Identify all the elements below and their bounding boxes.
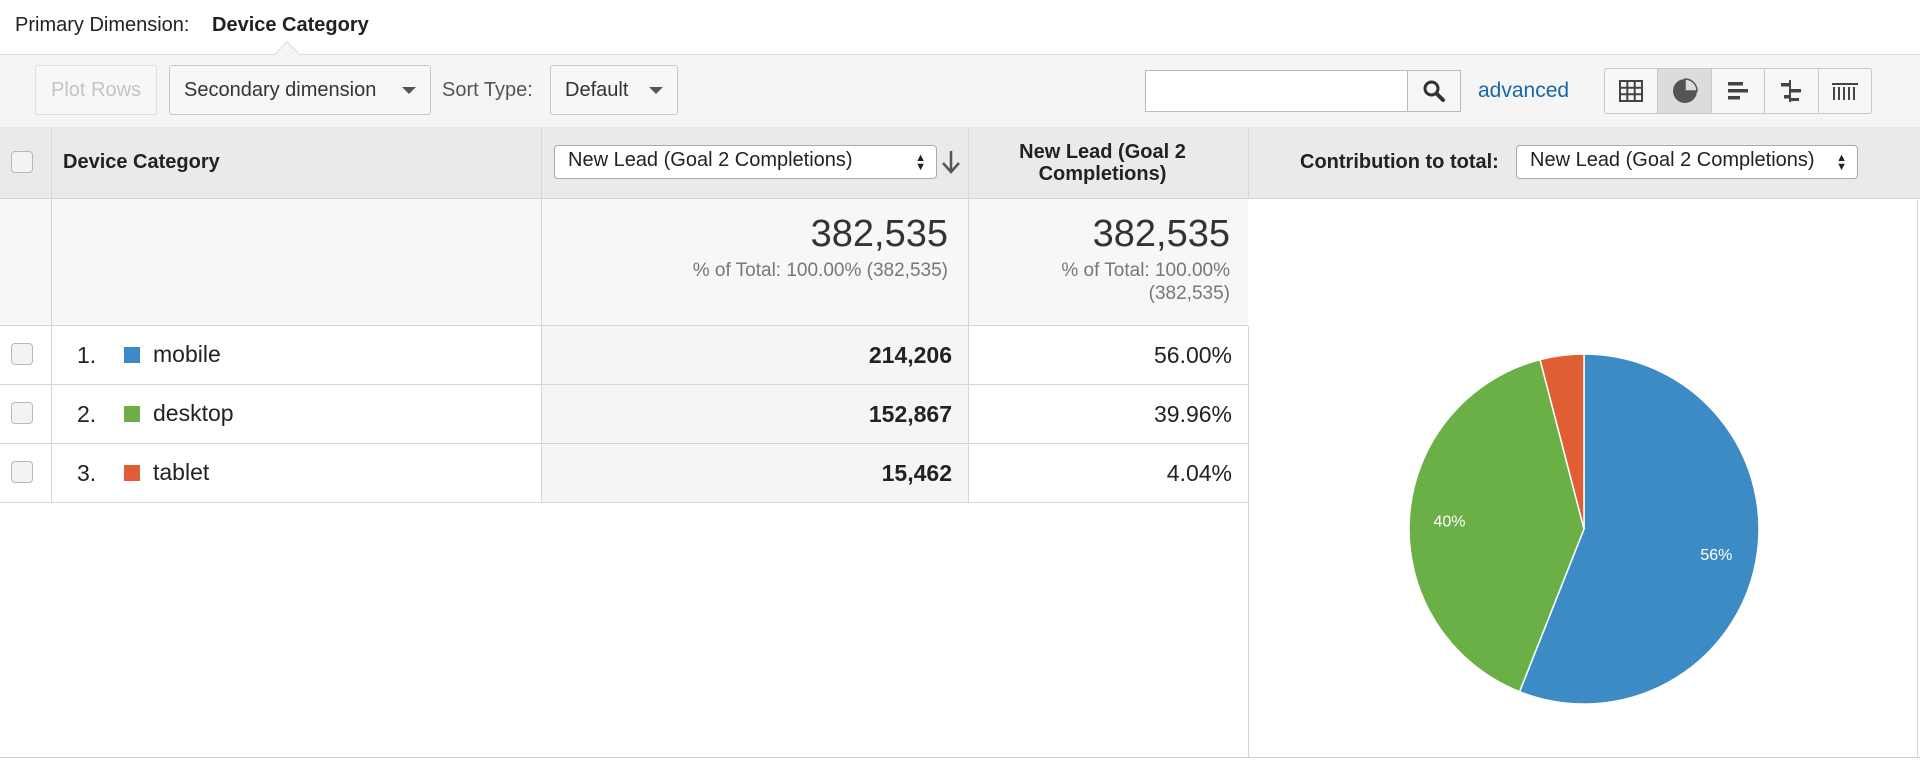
column-divider bbox=[51, 127, 52, 199]
pie-chart: 56% 40% bbox=[1408, 353, 1760, 705]
sort-type-label: Sort Type: bbox=[442, 79, 533, 101]
row-checkbox[interactable] bbox=[11, 343, 33, 365]
metric-cell bbox=[541, 326, 968, 384]
primary-dimension-label: Primary Dimension: bbox=[15, 14, 190, 36]
sort-descending-icon[interactable] bbox=[940, 149, 962, 175]
bar-view-button[interactable] bbox=[1712, 69, 1766, 113]
legend-swatch bbox=[124, 465, 140, 481]
column-divider bbox=[541, 127, 542, 199]
column-divider bbox=[51, 444, 52, 502]
row-percent: 56.00% bbox=[1153, 342, 1232, 368]
metric2-total-count: (382,535) bbox=[1148, 283, 1230, 304]
contribution-select[interactable]: New Lead (Goal 2 Completions) ▲ ▼ bbox=[1516, 145, 1858, 179]
metric-cell bbox=[541, 385, 968, 443]
search-icon bbox=[1423, 80, 1445, 102]
row-value: 152,867 bbox=[868, 401, 952, 427]
metric-select-value: New Lead (Goal 2 Completions) bbox=[568, 149, 853, 171]
primary-dimension-bar: Primary Dimension: Device Category bbox=[0, 0, 1920, 55]
chevron-down-icon bbox=[402, 87, 416, 94]
pivot-icon bbox=[1831, 83, 1858, 100]
advanced-link[interactable]: advanced bbox=[1478, 79, 1570, 102]
bar-chart-icon bbox=[1728, 82, 1749, 100]
updown-arrows-icon: ▲ ▼ bbox=[1836, 152, 1847, 173]
row-percent: 4.04% bbox=[1166, 460, 1232, 486]
comparison-icon bbox=[1781, 80, 1802, 102]
table-row[interactable]: 3. tablet 15,462 4.04% bbox=[0, 444, 1248, 503]
table-header: Device Category New Lead (Goal 2 Complet… bbox=[0, 127, 1920, 199]
column-divider bbox=[541, 385, 542, 443]
table-right-border bbox=[1917, 199, 1918, 757]
row-index: 3. bbox=[77, 460, 97, 486]
pie-label-desktop: 40% bbox=[1433, 514, 1465, 531]
device-category-header[interactable]: Device Category bbox=[63, 151, 220, 173]
metric2-header[interactable]: New Lead (Goal 2 Completions) bbox=[1019, 141, 1186, 185]
secondary-dimension-label: Secondary dimension bbox=[184, 78, 377, 101]
chart-area: 56% 40% bbox=[1248, 326, 1920, 758]
table-row[interactable]: 1. mobile 214,206 56.00% bbox=[0, 326, 1248, 385]
pie-slice-tablet[interactable] bbox=[1539, 353, 1585, 530]
metric2-total-value: 382,535 bbox=[1092, 213, 1230, 255]
column-divider bbox=[968, 385, 969, 443]
column-divider bbox=[541, 326, 542, 384]
column-divider bbox=[968, 199, 969, 326]
row-checkbox[interactable] bbox=[11, 461, 33, 483]
chevron-down-icon bbox=[649, 87, 663, 94]
column-divider bbox=[51, 385, 52, 443]
column-divider bbox=[1248, 127, 1249, 199]
pivot-view-button[interactable] bbox=[1819, 69, 1871, 113]
secondary-dimension-dropdown[interactable]: Secondary dimension bbox=[169, 65, 431, 115]
row-label[interactable]: tablet bbox=[153, 459, 210, 485]
search-input[interactable] bbox=[1145, 70, 1408, 112]
pie-slice-desktop[interactable] bbox=[1408, 358, 1585, 693]
sort-type-value: Default bbox=[565, 78, 629, 101]
row-index: 1. bbox=[77, 342, 97, 368]
row-percent: 39.96% bbox=[1153, 401, 1232, 427]
updown-arrows-icon: ▲ ▼ bbox=[915, 152, 926, 173]
column-divider bbox=[51, 199, 52, 326]
column-divider bbox=[968, 326, 969, 384]
table-toolbar: Plot Rows Secondary dimension Sort Type:… bbox=[0, 55, 1920, 127]
metric-total-percent: % of Total: 100.00% (382,535) bbox=[692, 260, 948, 281]
table-icon bbox=[1619, 80, 1644, 102]
row-label[interactable]: desktop bbox=[153, 400, 234, 426]
contribution-label: Contribution to total: bbox=[1300, 151, 1499, 173]
table-row[interactable]: 2. desktop 152,867 39.96% bbox=[0, 385, 1248, 444]
pie-chart-icon bbox=[1672, 78, 1698, 103]
legend-swatch bbox=[124, 406, 140, 422]
table-bottom-border bbox=[0, 757, 1920, 758]
row-label[interactable]: mobile bbox=[153, 341, 221, 367]
pie-label-mobile: 56% bbox=[1700, 547, 1732, 564]
row-index: 2. bbox=[77, 401, 97, 427]
select-all-checkbox[interactable] bbox=[11, 151, 33, 173]
row-checkbox[interactable] bbox=[11, 402, 33, 424]
pie-view-button[interactable] bbox=[1658, 69, 1712, 113]
pie-slice-mobile[interactable] bbox=[1518, 353, 1760, 705]
totals-row: 382,535 % of Total: 100.00% (382,535) 38… bbox=[0, 199, 1248, 326]
column-divider bbox=[968, 444, 969, 502]
metric-select[interactable]: New Lead (Goal 2 Completions) ▲ ▼ bbox=[554, 145, 937, 179]
row-value: 15,462 bbox=[881, 460, 952, 486]
primary-dimension-value[interactable]: Device Category bbox=[212, 14, 369, 36]
search-button[interactable] bbox=[1407, 70, 1461, 112]
column-divider bbox=[968, 127, 969, 199]
contribution-select-value: New Lead (Goal 2 Completions) bbox=[1530, 149, 1815, 171]
plot-rows-button[interactable]: Plot Rows bbox=[35, 65, 157, 115]
table-view-button[interactable] bbox=[1605, 69, 1659, 113]
legend-swatch bbox=[124, 347, 140, 363]
metric-cell bbox=[541, 444, 968, 502]
metric2-total-percent: % of Total: 100.00% bbox=[1061, 260, 1230, 281]
comparison-view-button[interactable] bbox=[1765, 69, 1819, 113]
sort-type-dropdown[interactable]: Default bbox=[550, 65, 678, 115]
view-switcher bbox=[1604, 68, 1872, 114]
column-divider bbox=[51, 326, 52, 384]
metric-total-value: 382,535 bbox=[810, 213, 948, 255]
column-divider bbox=[541, 199, 542, 326]
row-value: 214,206 bbox=[868, 342, 952, 368]
column-divider bbox=[541, 444, 542, 502]
